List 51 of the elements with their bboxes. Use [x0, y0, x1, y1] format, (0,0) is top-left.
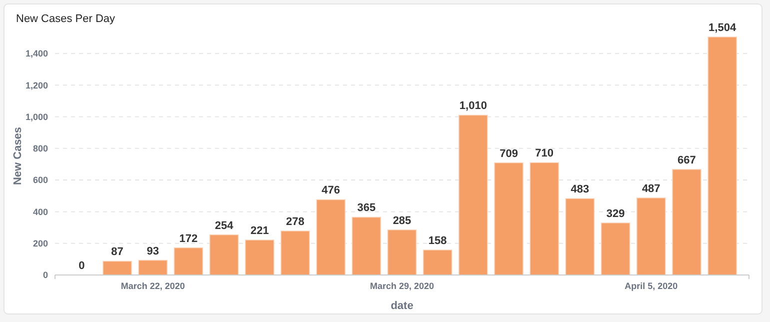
data-label: 483	[570, 184, 590, 196]
data-label: 487	[642, 182, 660, 195]
data-label: 158	[428, 234, 447, 247]
data-label: 476	[322, 184, 340, 197]
bar	[387, 230, 417, 276]
bar	[458, 114, 488, 276]
data-label: 93	[146, 245, 159, 258]
data-label: 1,010	[459, 100, 487, 112]
bar	[245, 240, 274, 276]
bar	[672, 169, 702, 276]
chart-title: New Cases Per Day	[16, 13, 116, 25]
bar	[209, 234, 239, 276]
data-label: 254	[214, 220, 234, 232]
y-axis-title: New Cases	[12, 126, 24, 186]
x-tick-label: March 22, 2020	[120, 281, 185, 291]
bar	[636, 198, 666, 276]
y-tick-label: 400	[32, 206, 48, 217]
data-label: 221	[250, 225, 269, 238]
data-label: 278	[286, 216, 304, 228]
data-label: 709	[500, 148, 518, 160]
bar	[352, 216, 382, 276]
bar	[102, 260, 132, 276]
data-label: 172	[179, 232, 198, 245]
y-tick-label: 200	[32, 238, 48, 248]
y-tick-label: 0	[42, 270, 48, 280]
bar	[708, 36, 737, 276]
data-label: 87	[111, 246, 124, 258]
y-tick-label: 1,400	[25, 48, 48, 59]
y-tick-label: 600	[32, 175, 48, 186]
x-tick-label: March 29, 2020	[370, 281, 434, 291]
data-label: 365	[357, 202, 376, 214]
bar	[422, 250, 452, 276]
bar	[530, 162, 559, 276]
y-tick-label: 1,000	[25, 112, 48, 122]
bar	[280, 230, 310, 276]
data-label: 710	[535, 148, 554, 160]
x-axis-title: date	[390, 300, 414, 312]
bar	[316, 199, 346, 276]
data-label: 1,504	[708, 22, 737, 34]
data-label: 0	[78, 260, 85, 272]
bar	[138, 260, 168, 276]
y-tick-label: 1,200	[25, 80, 48, 90]
bar	[565, 198, 595, 276]
data-label: 329	[606, 208, 625, 220]
bar	[174, 247, 204, 276]
data-label: 667	[678, 154, 696, 166]
bar	[494, 162, 524, 276]
y-tick-label: 800	[32, 144, 48, 154]
bar	[600, 222, 630, 276]
x-tick-label: April 5, 2020	[624, 281, 678, 291]
data-label: 285	[392, 214, 412, 227]
